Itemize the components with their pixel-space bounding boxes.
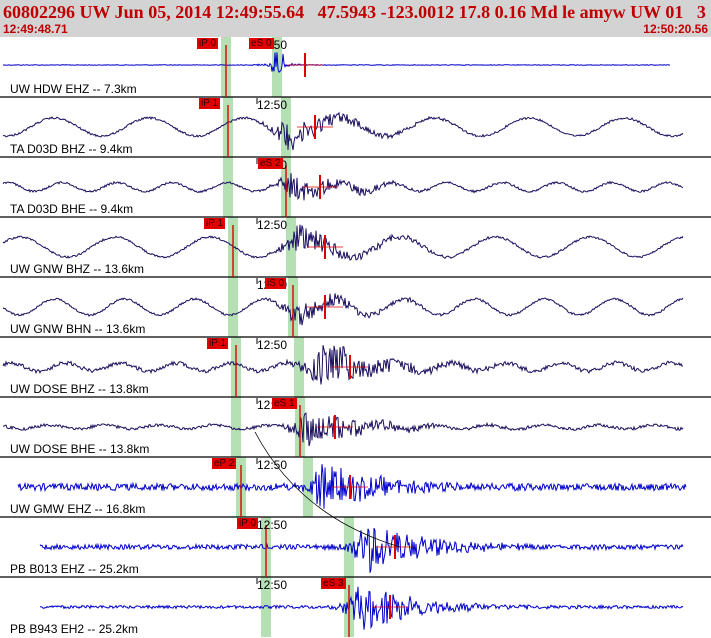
p-pick-flag[interactable]: iP 1 [204,218,226,229]
s-window [286,217,296,277]
p-pick-flag[interactable]: iP 1 [207,338,229,349]
s-window [294,337,304,397]
p-window [261,577,271,637]
s-window [272,37,282,97]
p-window [228,277,238,337]
waveform-trace [2,293,684,326]
waveform-trace [2,52,671,73]
waveform-trace [17,464,687,509]
travel-time-curve [254,431,401,548]
channel-label: TA D03D BHE -- 9.4km [10,202,134,216]
waveform-trace [2,345,684,385]
time-tick-label: 12:50 [257,338,288,352]
event-title: 60802296 UW Jun 05, 2014 12:49:55.64 47.… [3,2,706,22]
s-window [281,97,291,157]
channel-label: PB B943 EH2 -- 25.2km [10,622,139,636]
window-end-time: 12:50:20.56 [643,22,708,36]
channel-label: UW GNW BHZ -- 13.6km [10,262,144,276]
waveform-trace [39,586,684,630]
waveform-trace [2,224,684,261]
s-pick-flag[interactable]: eS 3 [321,578,346,589]
waveform-trace [2,173,684,201]
p-pick-flag[interactable]: eP 2 [212,458,237,469]
waveform-trace [2,111,684,151]
p-window [223,157,233,217]
s-window [303,457,313,517]
s-pick-flag[interactable]: eS 1 [272,398,297,409]
time-tick-label: 12:50 [257,458,288,472]
channel-label: PB B013 EHZ -- 25.2km [10,562,139,576]
channel-label: TA D03D BHZ -- 9.4km [10,142,133,156]
s-pick-flag[interactable]: eS 2 [258,158,283,169]
p-pick-flag[interactable]: iP 0 [237,518,259,529]
trace-panel[interactable] [0,37,711,638]
p-window [231,397,241,457]
time-tick-label: 12:50 [257,518,288,532]
event-header: 60802296 UW Jun 05, 2014 12:49:55.64 47.… [0,0,711,37]
s-pick-flag[interactable]: iS 0 [265,278,287,289]
time-tick-label: 12:50 [257,218,288,232]
time-tick-label: 12:50 [257,578,288,592]
window-start-time: 12:49:48.71 [3,22,68,36]
waveform-trace [2,412,684,447]
channel-label: UW GNW BHN -- 13.6km [10,322,146,336]
s-pick-flag[interactable]: eS 0 [249,38,274,49]
p-pick-flag[interactable]: iP 1 [199,98,221,109]
channel-label: UW DOSE BHZ -- 13.8km [10,382,149,396]
waveform-trace [39,527,684,573]
p-pick-flag[interactable]: iP 0 [197,38,219,49]
time-tick-label: 12:50 [257,98,288,112]
channel-label: UW HDW EHZ -- 7.3km [10,82,137,96]
channel-label: UW GMW EHZ -- 16.8km [10,502,146,516]
channel-label: UW DOSE BHE -- 13.8km [10,442,150,456]
